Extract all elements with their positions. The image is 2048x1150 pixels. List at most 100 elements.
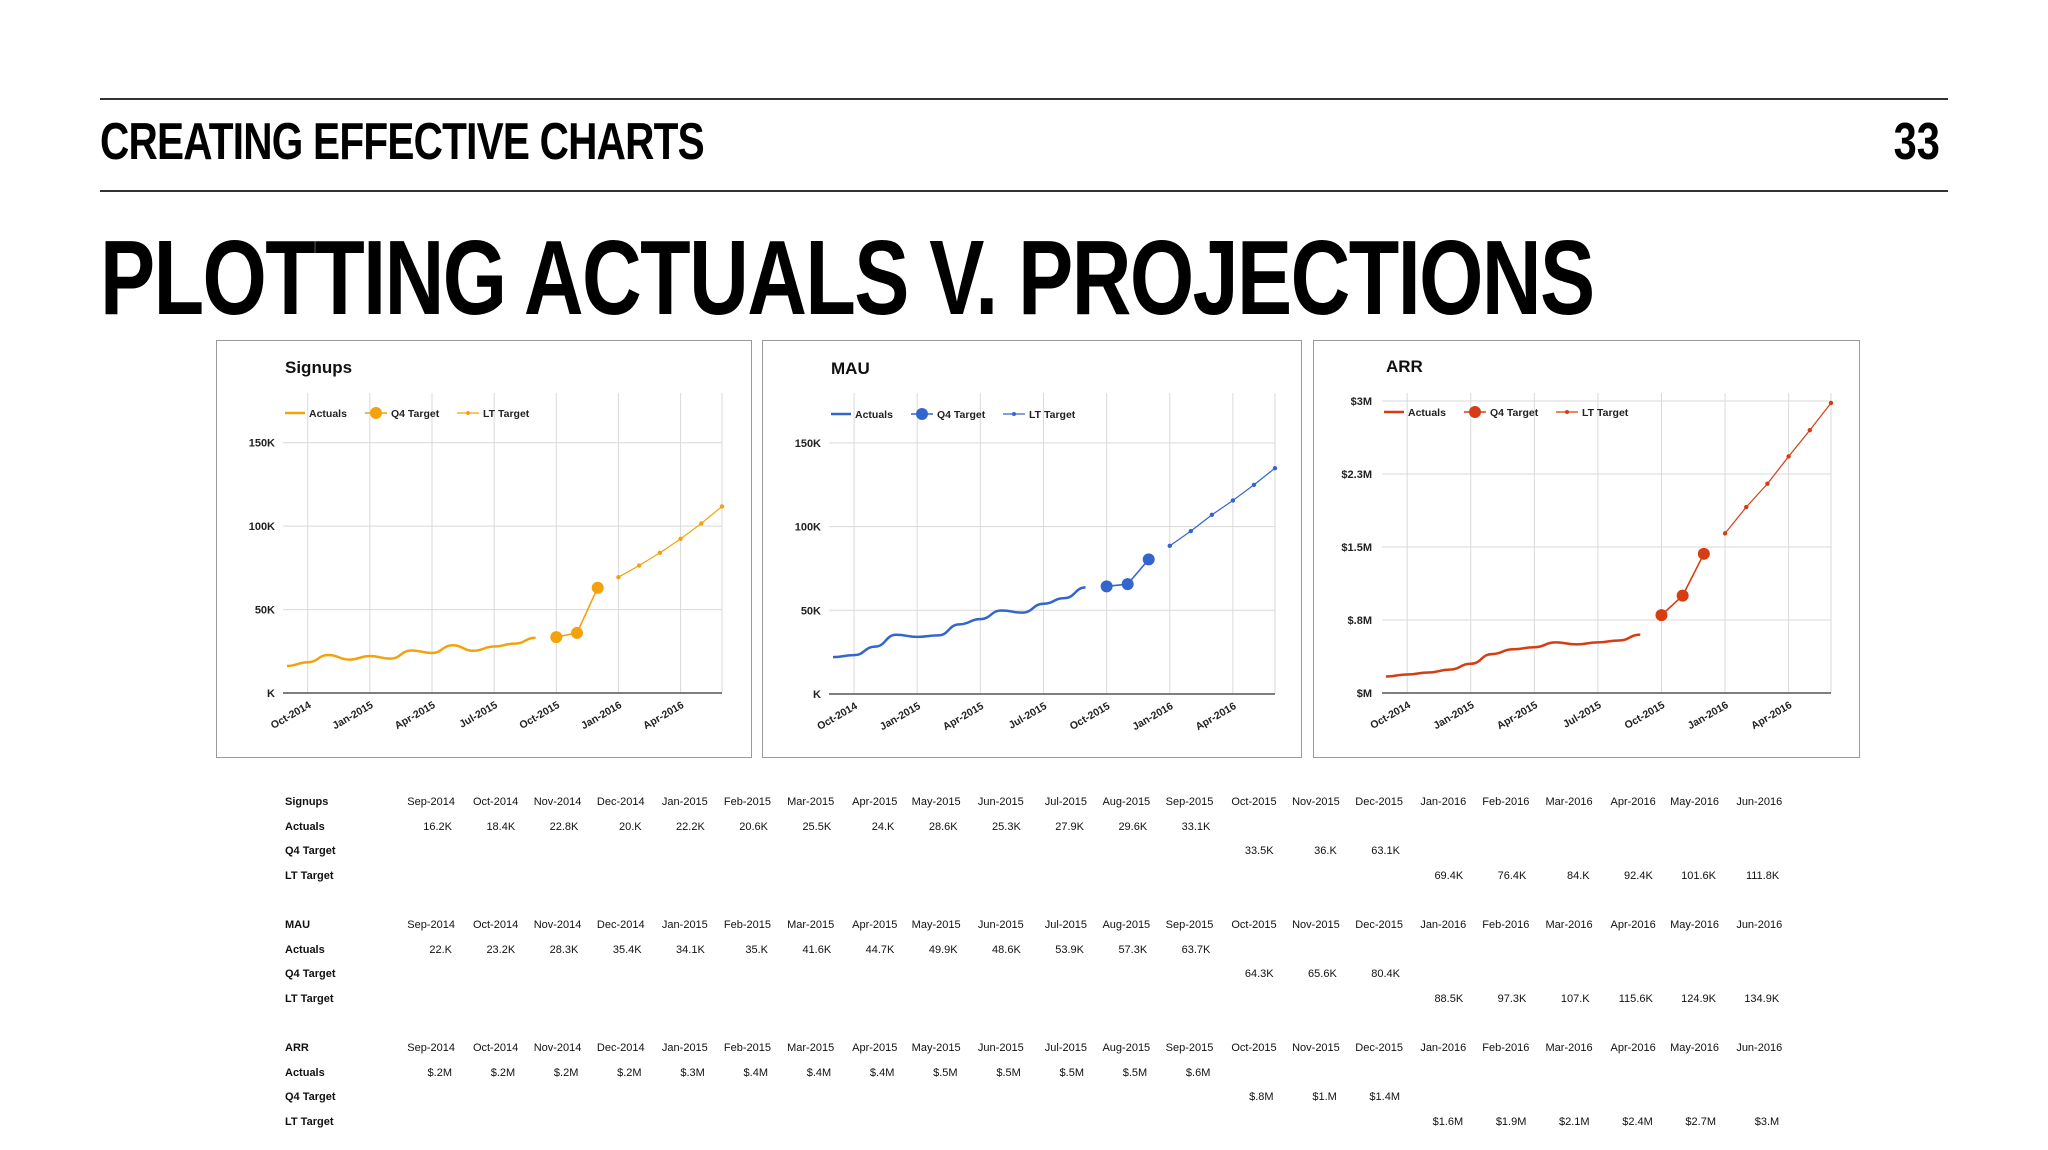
table-header-cell: Mar-2016 (1545, 796, 1593, 808)
table-cell: 20.6K (739, 820, 768, 833)
table-cell: 107.K (1560, 992, 1590, 1005)
table-header-cell: Jul-2015 (1044, 796, 1087, 808)
table-cell: $.5M (1122, 1066, 1148, 1079)
table-cell: 65.6K (1308, 968, 1337, 980)
table-header-cell: Jul-2015 (1044, 1042, 1087, 1054)
table-header-cell: Nov-2015 (1292, 1042, 1340, 1054)
mau-y-tick-label: 100K (795, 522, 821, 534)
table-cell: 25.5K (802, 820, 832, 833)
table-cell: 35.4K (612, 943, 642, 956)
table-cell: $1.9M (1495, 1115, 1527, 1128)
signups-lt-target-point (699, 521, 704, 526)
table-cell: 57.3K (1118, 943, 1148, 956)
table-header-cell: Dec-2014 (596, 1042, 645, 1054)
table-header-cell: Mar-2016 (1545, 919, 1593, 931)
arr-legend-actuals: Actuals (1408, 407, 1446, 419)
table-header-cell: May-2016 (1670, 796, 1719, 808)
arr-lt-target-point (1722, 531, 1728, 536)
table-cell: 69.4K (1434, 869, 1464, 882)
table-cell: 115.6K (1618, 992, 1653, 1005)
table-header-cell: Dec-2015 (1355, 1042, 1403, 1054)
mau-series-lt-target-line (1169, 467, 1276, 547)
mau-y-tick-label: K (813, 689, 821, 701)
signups-y-tick-label: 150K (249, 438, 275, 450)
table-cell: $.2M (427, 1066, 452, 1079)
table-header-cell: Mar-2016 (1545, 1042, 1593, 1054)
table-header-cell: Feb-2015 (723, 919, 771, 931)
table-cell: $.2M (553, 1066, 579, 1079)
table-name: MAU (285, 919, 311, 931)
table-row-label: Q4 Target (285, 1091, 336, 1103)
table-row-label: LT Target (285, 992, 334, 1005)
signups-lt-target-point (657, 550, 663, 556)
page-number: 33 (1893, 113, 1940, 171)
table-cell: $.8M (1249, 1091, 1274, 1103)
table-cell: 34.1K (676, 943, 705, 956)
table-header-cell: Jan-2015 (661, 796, 708, 808)
arr-lt-target-point (1786, 454, 1791, 459)
table-cell: $.5M (1059, 1066, 1084, 1079)
mau-lt-target-point (1188, 528, 1194, 534)
table-cell: 35.K (745, 943, 768, 956)
table-cell: 24.K (871, 820, 895, 833)
table-cell: $1.6M (1432, 1115, 1464, 1128)
mau-y-tick-label: 50K (801, 605, 821, 617)
table-header-cell: Apr-2016 (1610, 1042, 1656, 1054)
table-row-label: Q4 Target (285, 845, 336, 857)
table-cell: $.2M (617, 1066, 642, 1079)
table-header-cell: Apr-2015 (852, 1042, 898, 1054)
table-cell: 28.3K (549, 943, 579, 956)
table-cell: 64.3K (1244, 968, 1274, 980)
mau-series-actuals-line (832, 586, 1086, 659)
table-header-cell: Feb-2016 (1482, 796, 1530, 808)
table-cell: $3.M (1754, 1115, 1780, 1128)
arr-y-tick-label: $M (1357, 688, 1372, 700)
table-cell: 63.7K (1181, 943, 1211, 956)
signups-y-tick-label: 100K (249, 521, 275, 533)
arr-chart-panel: ARR Oct-2014 Jan-2015 Apr-2015 Jul-2015 Oct-2… (1313, 340, 1860, 758)
table-row-label: Actuals (285, 943, 325, 956)
table-cell: 111.8K (1745, 869, 1780, 882)
table-header-cell: Oct-2014 (472, 919, 519, 931)
mau-q4-target-point (1142, 553, 1155, 566)
table-header-cell: Jun-2016 (1736, 796, 1783, 808)
signups-series-actuals-line (286, 636, 536, 668)
table-cell: 49.9K (928, 943, 958, 956)
table-header-cell: Feb-2016 (1482, 1042, 1530, 1054)
mau-legend-lt: LT Target (1029, 409, 1076, 421)
table-header-cell: Jan-2016 (1420, 1042, 1467, 1054)
table-header-cell: Jul-2015 (1044, 919, 1087, 931)
table-header-cell: Nov-2014 (533, 919, 582, 931)
table-header-cell: Nov-2015 (1292, 919, 1340, 931)
signups-y-tick-label: K (267, 688, 275, 700)
table-header-cell: Mar-2015 (787, 1042, 835, 1054)
signups-y-tick-label: 50K (255, 605, 275, 617)
mau-q4-target-point (1100, 580, 1113, 593)
mau-legend-actuals: Actuals (855, 409, 893, 421)
table-header-cell: Jan-2016 (1420, 919, 1467, 931)
table-header-cell: Jun-2016 (1736, 1042, 1783, 1054)
mau-chart-title: MAU (831, 359, 870, 378)
arr-y-tick-label: $.8M (1348, 615, 1372, 627)
table-cell: 44.7K (865, 943, 895, 956)
table-header-cell: Apr-2016 (1610, 919, 1656, 931)
table-header-cell: Oct-2015 (1231, 919, 1277, 931)
table-cell: 33.5K (1244, 845, 1274, 857)
table-cell: 16.2K (423, 820, 452, 833)
arr-q4-target-point (1697, 547, 1710, 560)
table-header-cell: Jun-2015 (977, 796, 1024, 808)
arr-legend-q4: Q4 Target (1490, 407, 1539, 419)
table-header-cell: Dec-2015 (1355, 796, 1403, 808)
table-header-cell: Sep-2015 (1165, 919, 1214, 931)
signups-legend-actuals: Actuals (309, 408, 347, 420)
table-header-cell: Nov-2014 (533, 796, 582, 808)
signups-chart-panel: Signups Oct-2014 Jan-2015 Apr-2015 Jul-2015 O… (216, 340, 752, 758)
table-cell: 36.K (1314, 845, 1337, 857)
mau-chart-panel: MAU Oct-2014 Jan-2015 Apr-2015 Jul-2015 Oct-2… (762, 340, 1302, 758)
table-header-cell: Mar-2015 (787, 796, 835, 808)
table-name: Signups (285, 796, 329, 808)
table-cell: $.3M (680, 1066, 705, 1079)
